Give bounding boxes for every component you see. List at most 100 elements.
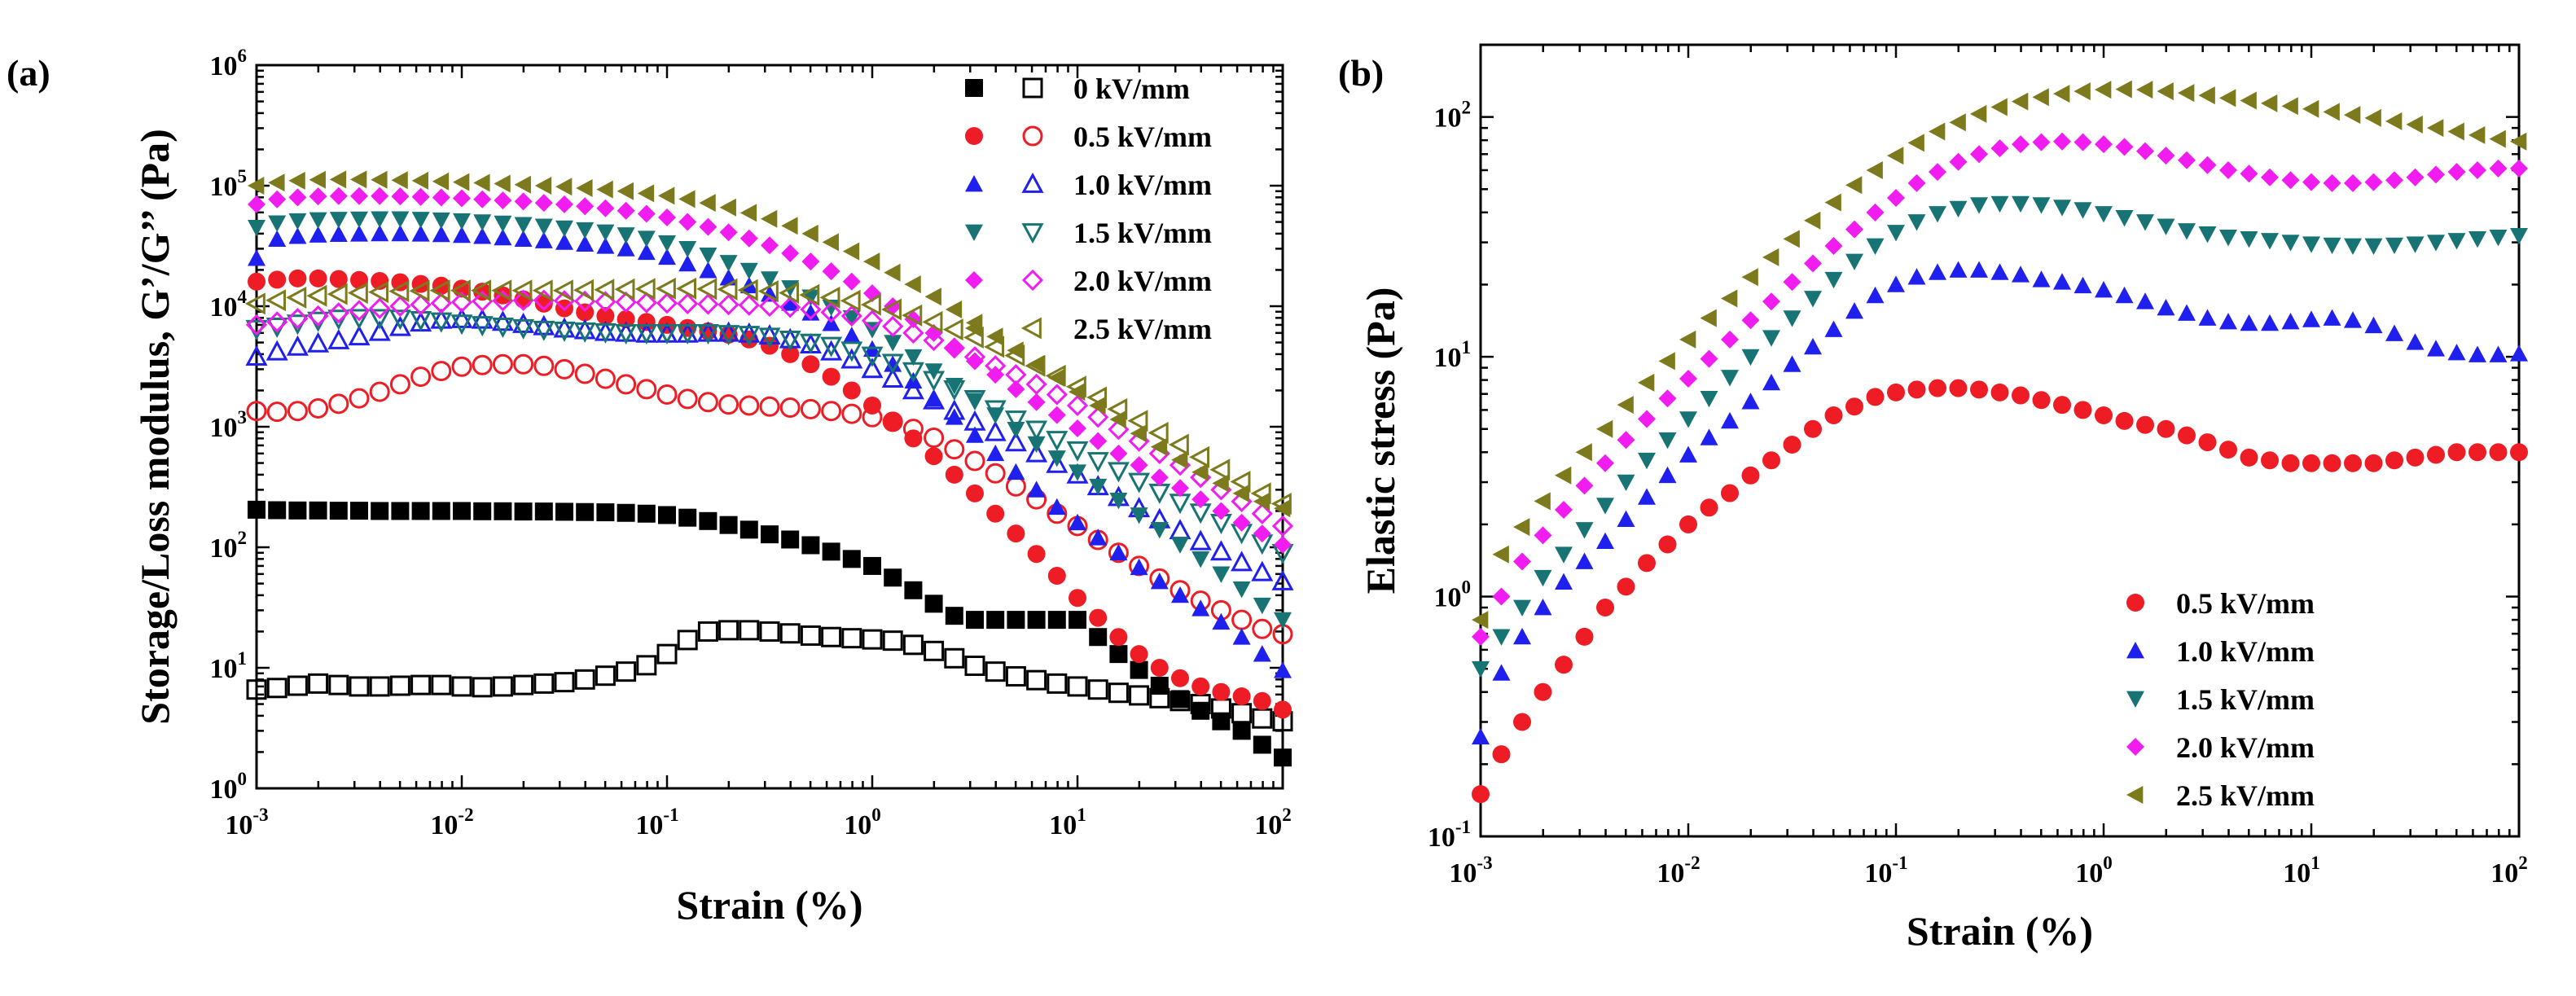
data-point [1231, 551, 1253, 572]
data-point [329, 225, 348, 243]
data-point [1970, 261, 1989, 278]
data-point [884, 355, 902, 372]
data-point [2510, 344, 2528, 362]
data-point [2198, 226, 2217, 244]
data-point [1271, 515, 1294, 537]
data-point [1107, 462, 1130, 483]
data-point [861, 358, 884, 379]
data-point [719, 255, 738, 272]
x-tick-label: 101 [2283, 853, 2320, 889]
legend-marker-storage [965, 175, 983, 192]
data-point [411, 502, 430, 520]
data-point [615, 291, 637, 314]
data-point [1617, 474, 1635, 492]
data-point [781, 217, 798, 235]
data-point [1191, 490, 1210, 509]
legend-marker [2126, 738, 2144, 756]
data-point [494, 228, 512, 246]
data-point [902, 419, 924, 440]
data-point [1130, 660, 1148, 679]
data-point [1824, 320, 1843, 337]
data-point [1783, 273, 1801, 292]
data-point [942, 318, 963, 341]
data-point [494, 215, 512, 233]
data-point [1025, 354, 1046, 377]
y-tick-label: 105 [210, 166, 248, 202]
data-point [1970, 104, 1987, 123]
data-point [717, 278, 738, 301]
data-point [2074, 202, 2092, 219]
legend-label: 1.0 kV/mm [2176, 635, 2315, 668]
data-point [656, 323, 678, 344]
data-point [2323, 237, 2341, 255]
data-point [1109, 645, 1128, 664]
data-point [2281, 454, 2300, 472]
data-point [268, 270, 287, 289]
data-point [1721, 411, 1740, 429]
data-point [2115, 138, 2134, 156]
data-point [1700, 390, 1718, 408]
data-point [2011, 195, 2030, 213]
data-point [327, 283, 348, 305]
data-point [2447, 163, 2466, 182]
y-tick-label: 106 [210, 46, 248, 81]
data-point [986, 611, 1005, 630]
data-point [1866, 203, 1885, 222]
data-point [1534, 569, 1552, 587]
data-point [1824, 193, 1841, 212]
data-point [2011, 386, 2030, 405]
data-point [1232, 513, 1251, 532]
data-point [2218, 230, 2237, 247]
data-point [1089, 628, 1108, 647]
data-point [1617, 431, 1635, 450]
data-point [1130, 507, 1148, 524]
data-point [1027, 436, 1046, 454]
data-point [1949, 261, 1968, 278]
data-point [799, 333, 822, 354]
data-point [1472, 727, 1490, 745]
panel-a-x-axis-title: Strain (%) [676, 882, 862, 928]
data-point [1803, 291, 1822, 308]
data-point [779, 296, 801, 318]
data-point [699, 261, 718, 279]
data-point [1949, 200, 1968, 218]
data-point [2095, 81, 2112, 99]
data-point [1866, 238, 1885, 255]
data-point [658, 208, 676, 227]
data-point [2510, 132, 2527, 151]
data-point [963, 410, 986, 431]
data-point [1232, 687, 1251, 706]
data-point [576, 178, 593, 197]
legend-marker [2126, 691, 2144, 708]
data-point [1575, 552, 1594, 569]
data-point [1658, 535, 1677, 554]
data-point [2178, 426, 2196, 445]
data-point [1990, 383, 2009, 401]
panel-b-plot-frame [1479, 43, 2521, 838]
data-point [1534, 492, 1551, 511]
data-point [1086, 386, 1108, 409]
data-point [1824, 406, 1843, 424]
data-point [514, 502, 533, 521]
data-point [1189, 529, 1212, 551]
data-point [1004, 344, 1025, 367]
data-point [1866, 286, 1885, 304]
data-point [1047, 498, 1066, 516]
data-point [944, 647, 965, 669]
data-point [759, 396, 780, 417]
data-point [2095, 135, 2113, 154]
data-point [513, 674, 534, 695]
data-point [1595, 532, 1614, 550]
data-point [2240, 448, 2258, 467]
data-point [801, 536, 820, 555]
data-point [494, 174, 511, 193]
data-point [1027, 480, 1046, 498]
data-point [2115, 411, 2134, 430]
data-point [1679, 411, 1697, 428]
data-point [1250, 482, 1271, 505]
data-point [555, 178, 573, 196]
data-point [450, 307, 473, 328]
data-point [268, 501, 287, 520]
data-point [2385, 451, 2404, 470]
data-point [676, 277, 697, 300]
